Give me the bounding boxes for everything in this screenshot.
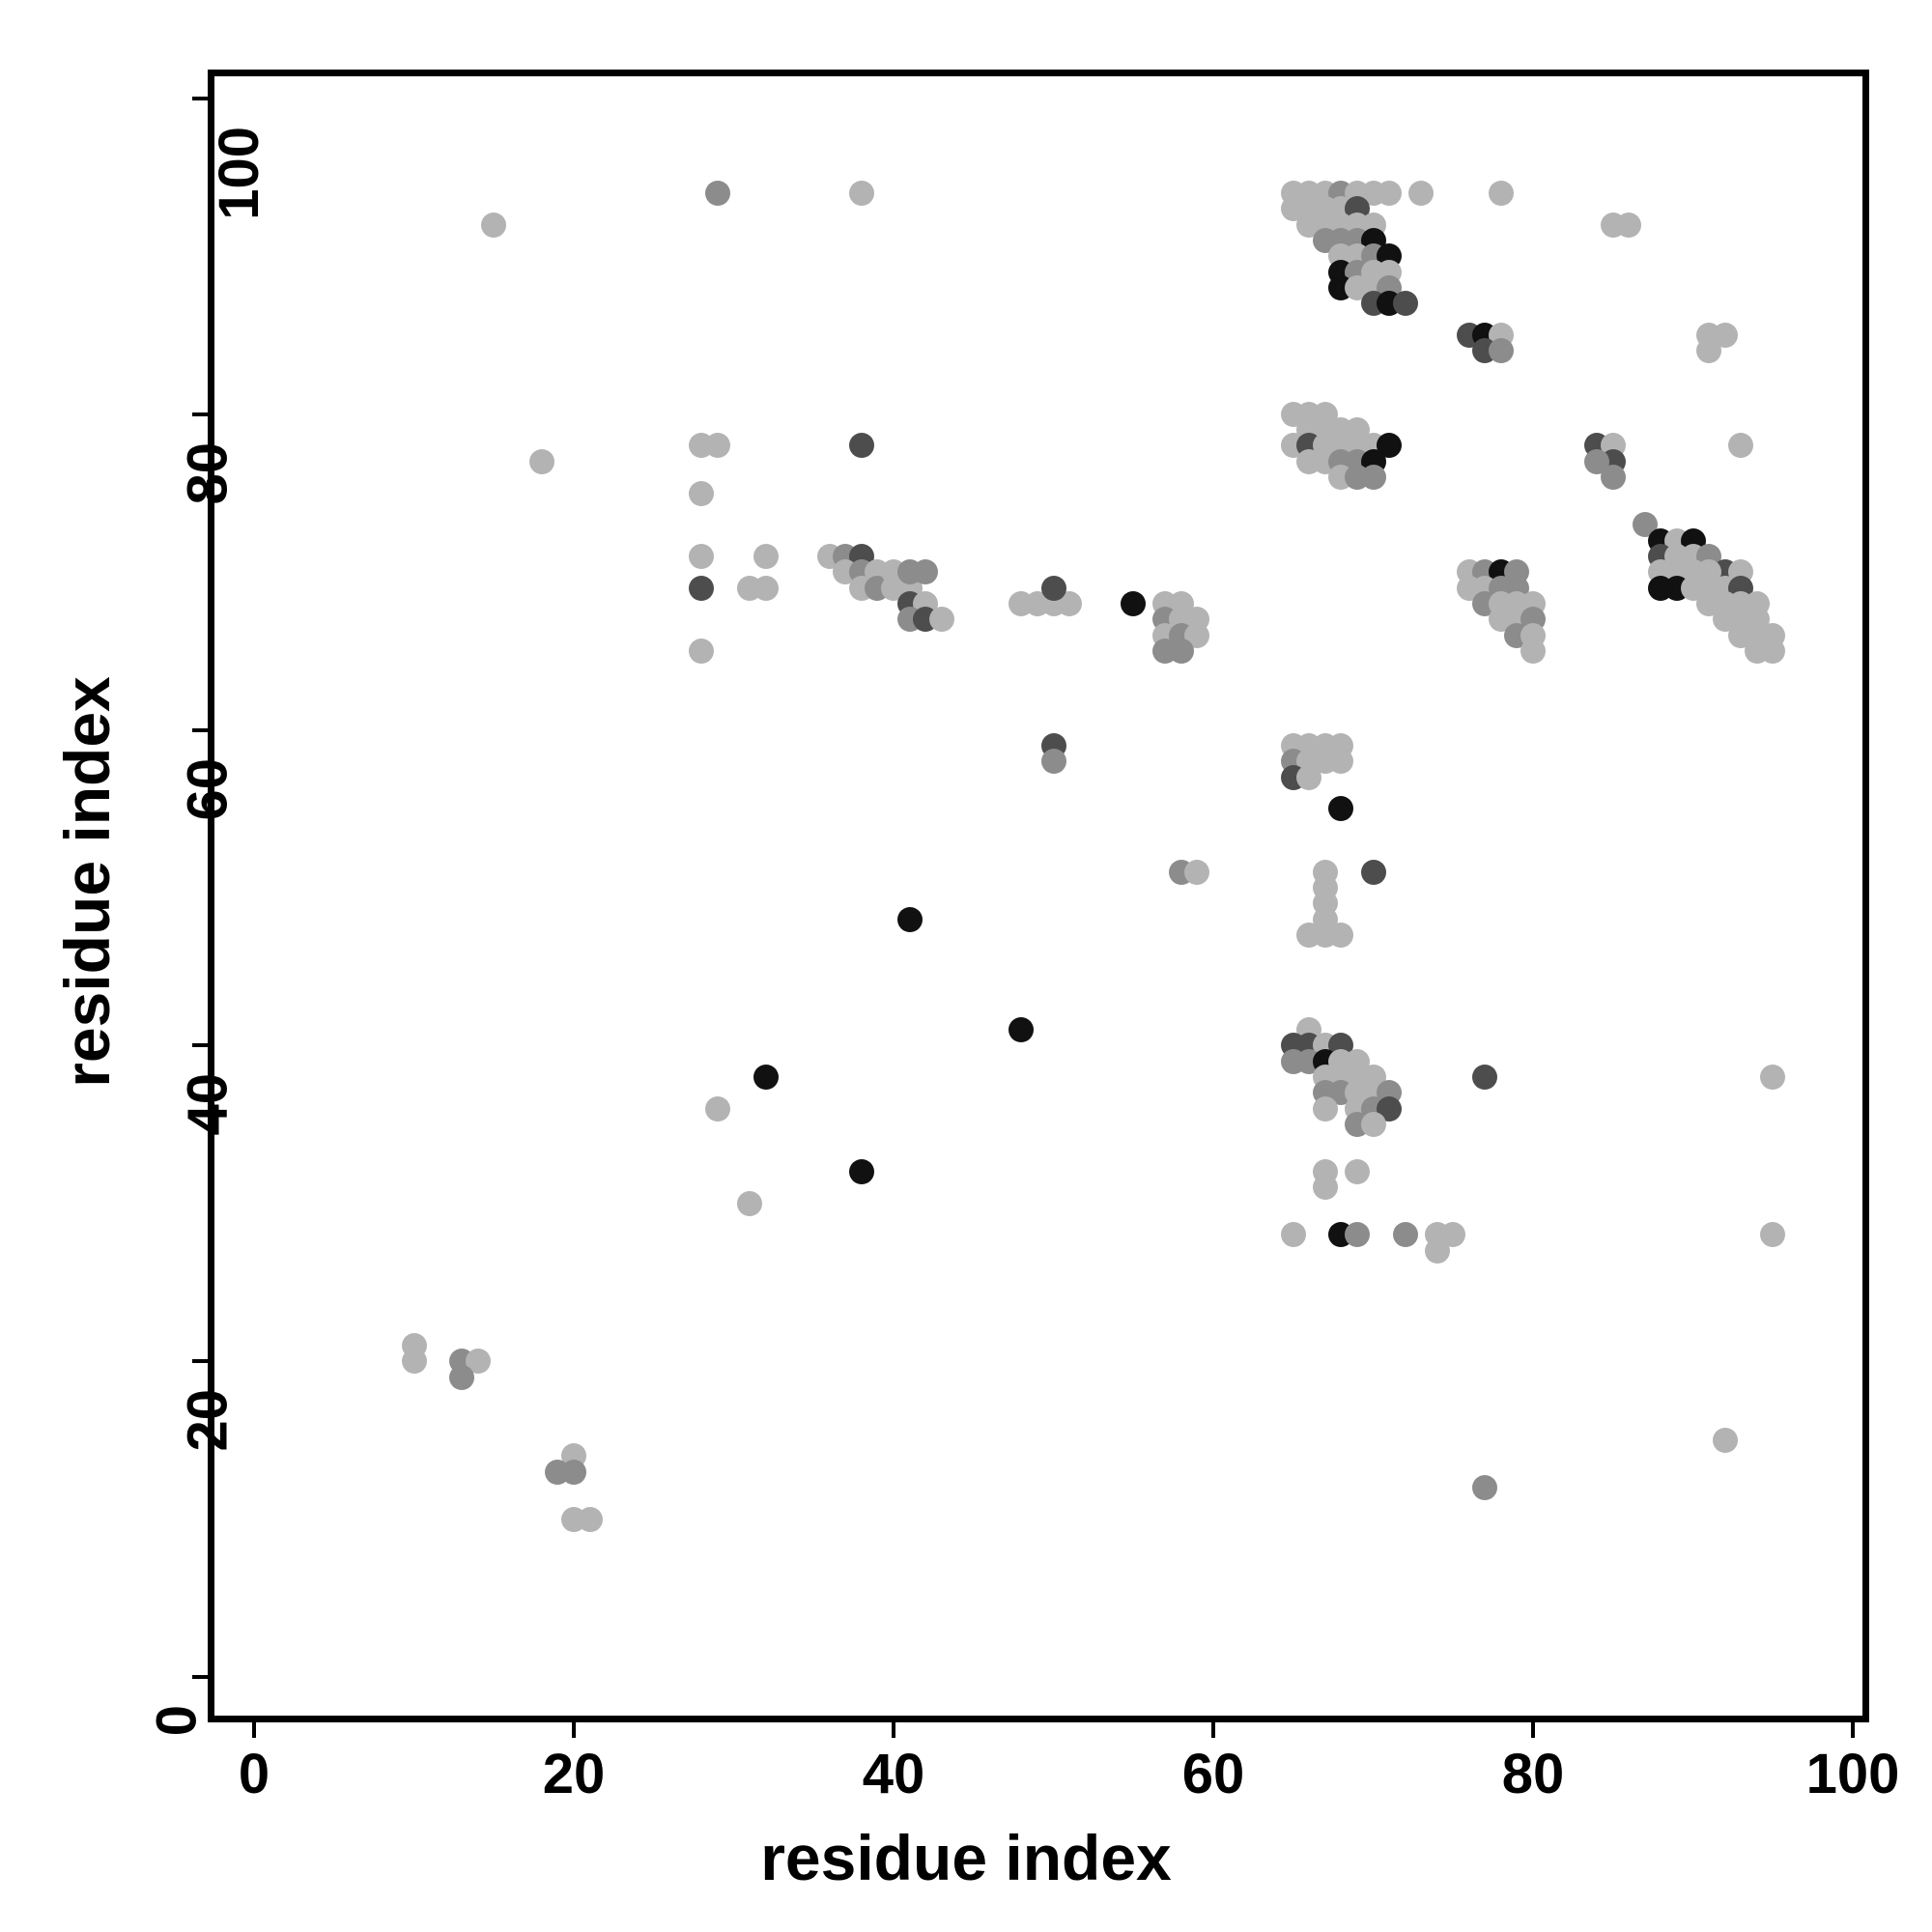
y-tick-label-80: 80 [176,441,240,505]
x-tick-40 [892,1722,895,1738]
x-axis-title: residue index [760,1822,1172,1893]
x-tick-label-80: 80 [1501,1743,1565,1805]
x-tick-0 [252,1722,256,1738]
x-tick-label-0: 0 [238,1743,270,1805]
y-tick-label-0: 0 [145,1705,209,1737]
y-tick-label-20: 20 [176,1389,240,1452]
y-tick-60 [192,727,208,732]
y-tick-label-40: 40 [176,1073,240,1136]
y-tick-100 [192,97,208,100]
x-tick-label-60: 60 [1181,1743,1245,1805]
y-tick-20 [192,1359,208,1364]
x-tick-20 [572,1722,576,1738]
y-tick-80 [192,412,208,416]
y-tick-label-60: 60 [176,757,240,821]
y-tick-0 [192,1675,208,1679]
y-axis-title: residue index [51,676,123,1088]
x-tick-100 [1851,1722,1855,1738]
x-tick-80 [1531,1722,1535,1738]
x-tick-label-40: 40 [862,1743,925,1805]
x-tick-60 [1211,1722,1215,1738]
y-tick-label-100: 100 [207,127,270,220]
plot-area [208,70,1869,1722]
x-tick-label-20: 20 [542,1743,606,1805]
y-tick-40 [192,1043,208,1048]
x-tick-label-100: 100 [1805,1743,1900,1805]
